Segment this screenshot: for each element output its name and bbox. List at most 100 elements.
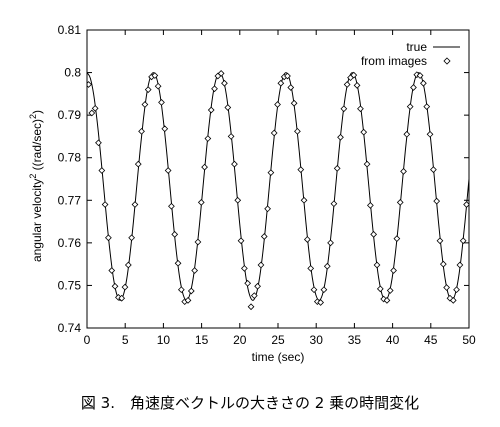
- tick-labels: 0 5 10 15 20 25 30 35 40 45 50 0.74 0.75 0.76 0.77 0.78…: [58, 23, 476, 347]
- y-tick-label: 0.77: [58, 193, 82, 207]
- data-point: [383, 296, 391, 304]
- data-point: [343, 81, 351, 88]
- data-point: [177, 286, 185, 294]
- x-tick-label: 45: [424, 333, 438, 347]
- data-point: [433, 197, 441, 205]
- data-point: [363, 160, 371, 168]
- x-tick-label: 25: [271, 333, 285, 347]
- x-tick-label: 35: [348, 333, 362, 347]
- data-point: [128, 234, 135, 242]
- data-point: [98, 167, 106, 174]
- data-point: [211, 85, 218, 93]
- data-point: [87, 81, 92, 88]
- y-axis-label-superscript: 2: [28, 174, 38, 179]
- x-tick-label: 0: [84, 333, 91, 347]
- data-point: [144, 86, 152, 93]
- data-point: [327, 239, 334, 247]
- data-point: [111, 282, 119, 290]
- data-point: [303, 236, 311, 243]
- data-point: [267, 169, 275, 176]
- legend-label-from-images: from images: [361, 54, 427, 68]
- data-point: [403, 130, 411, 138]
- data-point: [463, 201, 469, 208]
- y-tick-label: 0.79: [58, 108, 82, 122]
- x-tick-label: 40: [386, 333, 400, 347]
- x-tick-label: 15: [195, 333, 209, 347]
- data-point: [244, 279, 252, 287]
- y-axis-label: angular velocity2 ((rad/sec)2): [28, 110, 44, 262]
- data-point: [416, 72, 424, 79]
- data-point: [270, 129, 278, 137]
- data-point: [294, 127, 301, 135]
- data-point: [367, 202, 374, 209]
- data-point: [287, 84, 295, 91]
- data-point: [174, 259, 182, 267]
- data-point: [237, 237, 245, 245]
- data-point: [350, 71, 358, 79]
- data-point: [95, 139, 102, 147]
- data-point: [290, 99, 298, 107]
- data-point: [337, 133, 344, 141]
- data-point: [105, 234, 112, 242]
- data-point: [118, 294, 126, 302]
- y-tick-label: 0.81: [58, 23, 82, 37]
- data-point: [134, 160, 142, 168]
- legend-label-true: true: [406, 40, 427, 54]
- data-point: [108, 267, 116, 274]
- data-point: [396, 199, 404, 206]
- data-point: [430, 166, 437, 173]
- data-point: [436, 237, 444, 245]
- data-point: [449, 296, 457, 304]
- x-tick-label: 30: [310, 333, 324, 347]
- data-point: [101, 201, 109, 208]
- data-point: [241, 265, 248, 272]
- data-point: [390, 267, 397, 274]
- data-point: [439, 260, 447, 268]
- data-point: [161, 125, 169, 133]
- data-point: [121, 283, 129, 291]
- data-point: [310, 286, 318, 294]
- data-point: [406, 103, 414, 110]
- data-point: [360, 128, 368, 136]
- data-point: [164, 167, 172, 174]
- data-point: [459, 237, 467, 245]
- data-point: [380, 295, 388, 303]
- data-point: [227, 133, 235, 140]
- x-tick-label: 10: [157, 333, 171, 347]
- data-point: [221, 79, 228, 87]
- data-point: [353, 81, 361, 89]
- data-point: [171, 230, 179, 238]
- plot-frame: [86, 29, 470, 329]
- data-point: [250, 292, 258, 300]
- data-point: [131, 201, 139, 208]
- y-tick-label: 0.74: [58, 321, 82, 335]
- data-point: [207, 106, 215, 114]
- data-point: [187, 287, 195, 295]
- data-point: [231, 160, 238, 168]
- data-point: [317, 299, 324, 306]
- data-point: [320, 286, 328, 294]
- legend-diamond-marker-icon: [443, 57, 451, 65]
- data-point: [264, 205, 271, 213]
- data-point: [151, 72, 159, 79]
- x-tick-label: 50: [462, 333, 476, 347]
- data-point: [168, 202, 175, 210]
- data-point: [393, 235, 401, 242]
- data-point: [184, 296, 192, 304]
- data-point: [420, 79, 427, 87]
- data-point: [201, 163, 208, 171]
- data-point: [307, 265, 315, 272]
- y-tick-label: 0.78: [58, 151, 82, 165]
- data-point: [277, 79, 285, 87]
- data-point: [141, 101, 149, 108]
- data-point: [300, 196, 308, 204]
- data-point: [453, 286, 460, 294]
- data-point: [191, 267, 199, 274]
- data-point: [247, 303, 255, 311]
- figure-caption: 図 3. 角速度ベクトルの大きさの 2 乗の時間変化: [81, 394, 419, 412]
- data-point: [91, 104, 99, 112]
- data-point: [204, 135, 212, 142]
- plot-area: [87, 70, 469, 311]
- data-point: [426, 130, 434, 138]
